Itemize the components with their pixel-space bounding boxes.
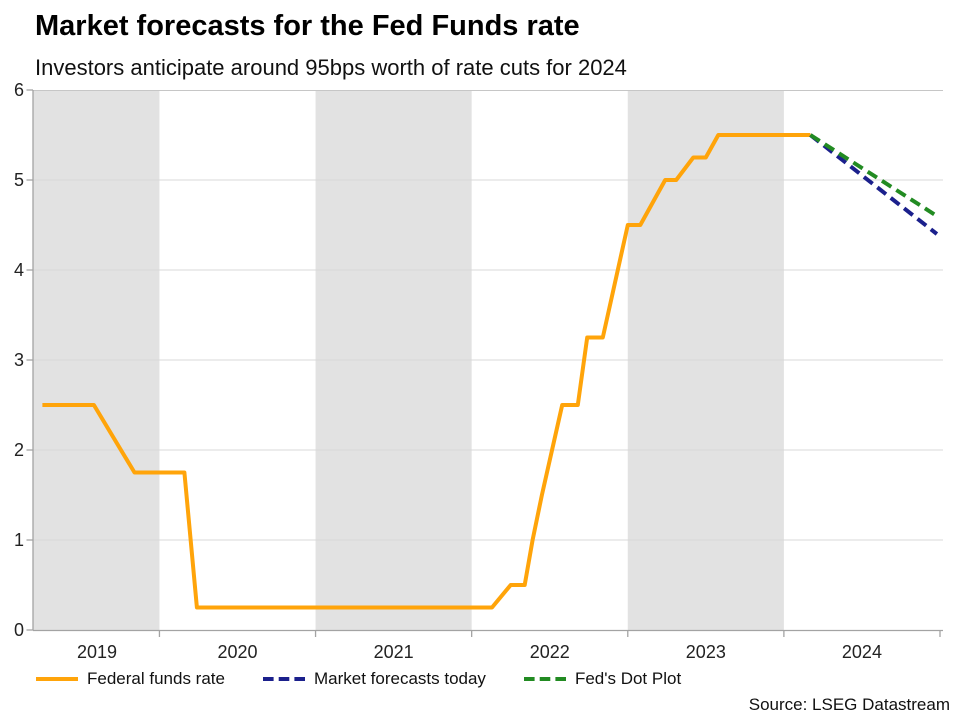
legend: Federal funds rate Market forecasts toda… [36,669,681,689]
legend-item-market-forecasts-today: Market forecasts today [262,669,486,689]
x-tick-label: 2019 [77,642,117,662]
x-axis-ticks [158,630,941,637]
series-feds-dot-plot [809,133,938,218]
legend-item-feds-dot-plot: Fed's Dot Plot [523,669,682,689]
x-tick-label: 2020 [217,642,257,662]
series-lines [42,133,939,610]
legend-swatch-solid-line-icon [36,677,78,681]
source-credit: Source: LSEG Datastream [748,695,950,714]
x-axis-labels: 2019 2020 2021 2022 2023 2024 [77,642,882,662]
legend-label: Federal funds rate [87,669,225,688]
y-tick-label: 5 [14,170,24,190]
chart-subtitle: Investors anticipate around 95bps worth … [35,55,627,80]
x-tick-label: 2023 [686,642,726,662]
legend-swatch-dashed-line-icon [262,677,305,681]
y-axis-ticks [26,89,33,631]
y-tick-label: 1 [14,530,24,550]
series-market-forecasts-today [809,133,939,236]
legend-swatch-dashed-line-icon [523,677,566,681]
y-tick-label: 0 [14,620,24,640]
x-tick-label: 2021 [374,642,414,662]
series-federal-funds-rate [42,133,811,610]
legend-label: Fed's Dot Plot [574,669,682,688]
gridlines [33,179,943,541]
x-tick-label: 2024 [842,642,882,662]
y-axis-labels: 0 1 2 3 4 5 6 [14,80,24,640]
y-tick-label: 2 [14,440,24,460]
chart-title: Market forecasts for the Fed Funds rate [35,10,580,42]
x-tick-label: 2022 [530,642,570,662]
y-tick-label: 4 [14,260,24,280]
y-tick-label: 3 [14,350,24,370]
legend-item-federal-funds-rate: Federal funds rate [36,669,225,689]
legend-label: Market forecasts today [313,669,486,688]
y-tick-label: 6 [14,80,24,100]
